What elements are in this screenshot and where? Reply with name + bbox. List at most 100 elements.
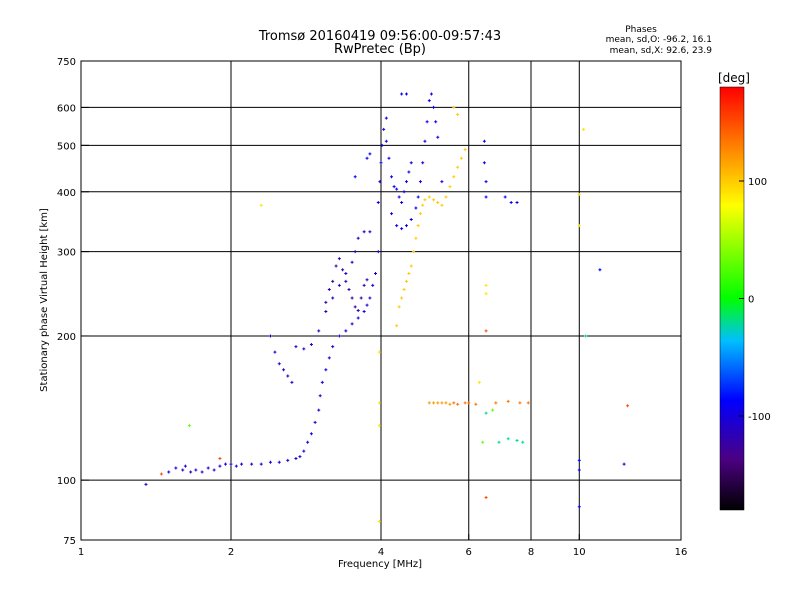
- data-point: [344, 279, 348, 283]
- colorbar-tick-label: -100: [748, 412, 771, 423]
- data-point: [368, 152, 372, 156]
- data-point: [432, 401, 436, 405]
- data-point: [412, 250, 416, 254]
- data-point: [598, 268, 602, 272]
- data-point: [181, 468, 185, 472]
- data-point: [224, 462, 228, 466]
- x-tick-label: 8: [528, 547, 534, 558]
- data-point: [337, 257, 341, 261]
- data-point: [378, 180, 382, 184]
- data-point: [187, 424, 191, 428]
- data-point: [506, 399, 510, 403]
- data-point: [456, 165, 460, 169]
- data-point: [397, 305, 401, 309]
- data-point: [518, 401, 522, 405]
- data-point: [317, 408, 321, 412]
- data-point: [421, 161, 425, 165]
- data-point: [337, 334, 341, 338]
- info-heading: Phases: [625, 25, 657, 35]
- data-point: [183, 464, 187, 468]
- data-point: [362, 309, 366, 313]
- data-point: [371, 283, 375, 287]
- data-point: [282, 368, 286, 372]
- info-line-x: mean, sd,X: 92.6, 23.9: [610, 46, 713, 56]
- data-point: [402, 288, 406, 292]
- data-point: [484, 195, 488, 199]
- y-tick-label: 75: [63, 536, 76, 547]
- data-point: [324, 309, 328, 313]
- data-point: [432, 105, 436, 109]
- data-point: [463, 148, 467, 152]
- data-point: [259, 203, 263, 207]
- data-point: [277, 362, 281, 366]
- data-point: [402, 190, 406, 194]
- data-point: [582, 127, 586, 131]
- data-point: [174, 466, 178, 470]
- data-point: [331, 345, 335, 349]
- data-point: [427, 401, 431, 405]
- data-point: [384, 139, 388, 143]
- info-line-o: mean, sd,O: -96.2, 16.1: [606, 35, 712, 45]
- data-point: [347, 288, 351, 292]
- x-tick-label: 6: [466, 547, 472, 558]
- data-point: [395, 324, 399, 328]
- data-point: [452, 105, 456, 109]
- data-point: [395, 187, 399, 191]
- data-point: [218, 456, 222, 460]
- data-point: [404, 180, 408, 184]
- data-point: [353, 250, 357, 254]
- data-point: [234, 464, 238, 468]
- data-point: [273, 350, 277, 354]
- data-point: [356, 236, 360, 240]
- data-point: [474, 402, 478, 406]
- data-point: [407, 272, 411, 276]
- y-tick-label: 600: [57, 103, 76, 114]
- data-point: [320, 380, 324, 384]
- data-point: [309, 342, 313, 346]
- data-point: [189, 470, 193, 474]
- data-point: [353, 175, 357, 179]
- data-point: [200, 470, 204, 474]
- data-point: [434, 120, 438, 124]
- data-point: [268, 460, 272, 464]
- data-point: [362, 283, 366, 287]
- data-point: [334, 264, 338, 268]
- data-point: [313, 420, 317, 424]
- y-tick-label: 500: [57, 141, 76, 152]
- data-point: [407, 170, 411, 174]
- data-point: [212, 468, 216, 472]
- x-axis: 1 2 4 6 8 10 16: [78, 534, 687, 558]
- data-point: [440, 401, 444, 405]
- data-point: [452, 401, 456, 405]
- data-point: [577, 458, 581, 462]
- data-point: [268, 334, 272, 338]
- data-point: [250, 462, 254, 466]
- data-point: [418, 212, 422, 216]
- data-point: [577, 192, 581, 196]
- y-tick-label: 400: [57, 188, 76, 199]
- data-point: [584, 334, 588, 338]
- data-point: [409, 218, 413, 222]
- data-point: [356, 316, 360, 320]
- y-tick-label: 200: [57, 332, 76, 343]
- data-point: [482, 139, 486, 143]
- data-point: [444, 195, 448, 199]
- data-point: [577, 468, 581, 472]
- data-point: [324, 368, 328, 372]
- data-point: [414, 206, 418, 210]
- data-point: [448, 185, 452, 189]
- data-point: [368, 230, 372, 234]
- x-axis-label: Frequency [MHz]: [338, 559, 422, 570]
- data-point: [452, 175, 456, 179]
- data-point: [159, 472, 163, 476]
- data-point: [397, 195, 401, 199]
- chart-title: Tromsø 20160419 09:56:00-09:57:43: [258, 29, 501, 44]
- data-point: [331, 279, 335, 283]
- data-point: [497, 440, 501, 444]
- data-point: [427, 195, 431, 199]
- data-point: [350, 260, 354, 264]
- data-point: [350, 296, 354, 300]
- data-point: [416, 224, 420, 228]
- y-axis-label: Stationary phase Virtual Height [km]: [39, 208, 50, 392]
